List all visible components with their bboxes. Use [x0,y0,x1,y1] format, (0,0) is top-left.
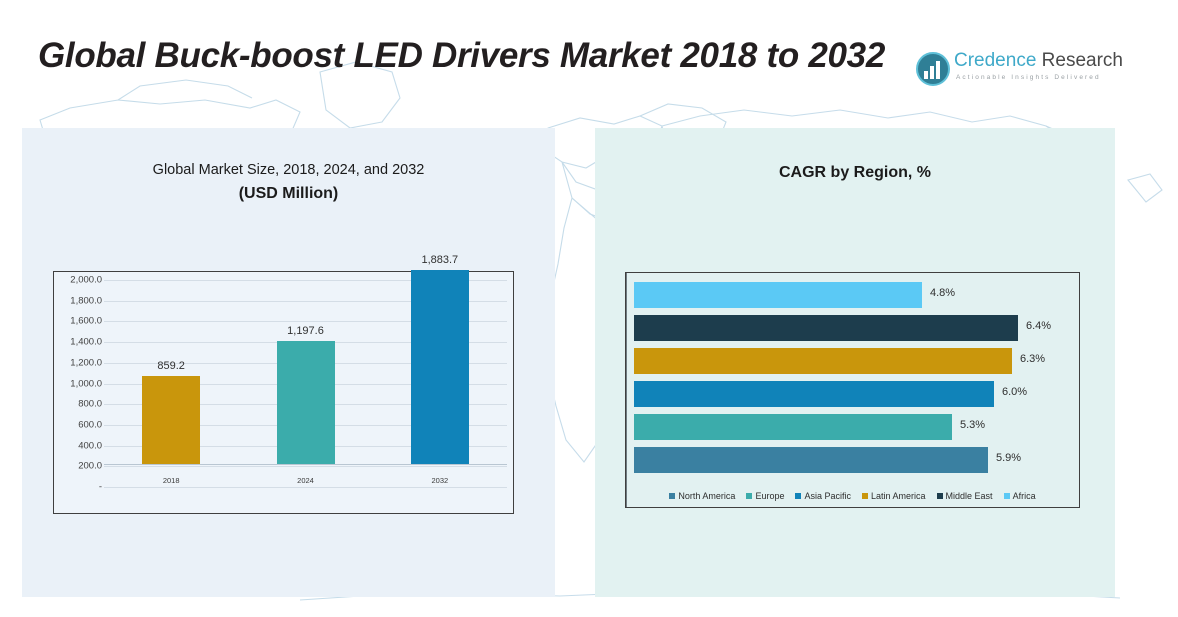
gridline [104,300,507,302]
legend-label: North America [678,491,736,501]
logo-word-credence: Credence [954,50,1037,71]
bar-value-label: 1,883.7 [421,254,459,267]
bar-chart-circle-logo-icon [916,52,950,86]
left-chart-title-line1: Global Market Size, 2018, 2024, and 2032 [152,162,425,178]
cagr-value-label: 5.3% [960,419,986,431]
legend-item-latin-america[interactable]: Latin America [862,491,926,501]
cagr-bar-middle-east [634,315,1018,341]
legend-item-asia-pacific[interactable]: Asia Pacific [795,491,851,501]
legend-item-europe[interactable]: Europe [746,491,784,501]
x-axis-category-label: 2032 [431,476,449,485]
bar-value-label: 859.2 [157,360,185,373]
market-size-bar-chart: 2,000.0 1,800.0 1,600.0 1,400.0 1,200.0 1,000… [53,254,514,514]
left-chart-title-line2: (USD Million) [238,185,339,202]
bar-2024 [276,341,335,465]
cagr-bar-asia-pacific [634,381,994,407]
legend-label: Asia Pacific [804,491,851,501]
y-axis-tick-label: 400.0 [78,440,102,452]
y-axis-tick-label: - [98,481,102,493]
legend-swatch-icon [936,493,943,499]
cagr-value-label: 5.9% [996,452,1022,464]
legend-label: Europe [755,491,785,501]
gridline [104,321,507,323]
bar-value-label: 1,197.6 [287,325,324,338]
cagr-row-north-america: 5.9% [627,447,1079,473]
legend-swatch-icon [746,493,753,499]
cagr-value-label: 6.3% [1020,353,1046,365]
header: Global Buck-boost LED Drivers Market 201… [0,0,1178,118]
logo-word-research: Research [1036,50,1123,71]
x-axis-category-label: 2024 [297,476,314,485]
legend-item-africa[interactable]: Africa [1003,491,1036,501]
cagr-legend: North America Europe Asia Pacific Latin Ame… [626,491,1079,501]
y-axis-tick-label: 800.0 [78,398,102,410]
y-axis-tick-label: 2,000.0 [70,274,102,286]
cagr-value-label: 4.8% [930,287,956,299]
logo-tagline: Actionable Insights Delivered [956,74,1101,81]
legend-swatch-icon [1003,493,1010,499]
gridline [104,280,507,281]
y-axis-tick-label: 600.0 [78,419,102,431]
cagr-row-middle-east: 6.4% [627,315,1079,341]
y-axis-tick-label: 200.0 [78,460,102,472]
bar-2018 [142,376,201,465]
gridline [104,487,507,488]
cagr-row-africa: 4.8% [627,282,1079,308]
credence-research-logo: Credence Research Actionable Insights De… [916,50,1123,94]
y-axis-labels: 2,000.0 1,800.0 1,600.0 1,400.0 1,200.0 1,000… [54,272,102,513]
gridline [104,466,507,468]
category-axis-line [626,273,627,507]
cagr-bar-africa [634,282,922,308]
legend-swatch-icon [862,493,868,499]
cagr-value-label: 6.4% [1026,320,1052,332]
cagr-row-europe: 5.3% [627,414,1079,440]
x-axis-line [104,464,507,465]
cagr-row-asia-pacific: 6.0% [627,381,1079,407]
cagr-bar-north-america [634,447,988,473]
logo-wordmark: Credence Research [954,50,1123,72]
cagr-bar-latin-america [634,348,1012,374]
legend-swatch-icon [795,493,802,499]
legend-label: Latin America [871,491,926,501]
legend-item-north-america[interactable]: North America [669,491,735,501]
y-axis-tick-label: 1,000.0 [70,378,102,389]
legend-label: Africa [1012,491,1036,501]
bar-2032 [410,270,469,465]
right-chart-title: CAGR by Region, % [778,164,931,181]
legend-label: Middle East [945,491,993,501]
y-axis-tick-label: 1,600.0 [70,315,102,327]
cagr-value-label: 6.0% [1002,386,1028,398]
legend-item-middle-east[interactable]: Middle East [936,491,993,501]
y-axis-tick-label: 1,200.0 [70,357,102,369]
x-axis-category-label: 2018 [162,476,180,485]
y-axis-tick-label: 1,400.0 [70,336,102,348]
cagr-row-latin-america: 6.3% [627,348,1079,374]
y-axis-tick-label: 1,800.0 [70,295,102,307]
cagr-bar-europe [634,414,952,440]
page-title: Global Buck-boost LED Drivers Market 201… [38,36,885,75]
legend-swatch-icon [669,493,676,499]
cagr-bar-chart: 4.8% 6.4% 6.3% 6.0% 5.3% 5.9% North America Eu… [625,272,1080,508]
plot-area: 859.2 2018 1,197.6 2024 1,883.7 2032 [104,254,507,489]
